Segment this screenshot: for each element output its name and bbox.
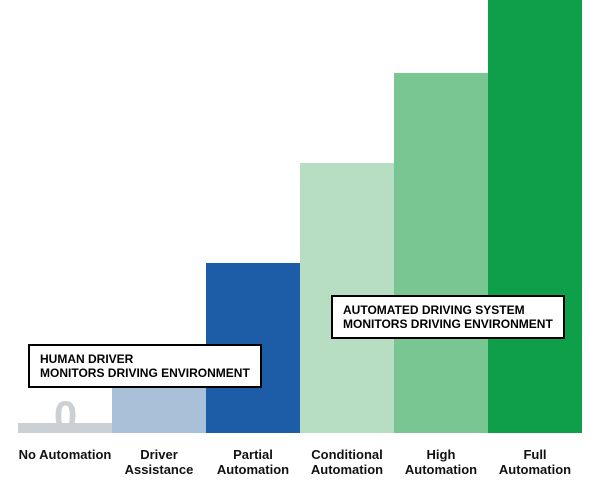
level-name-1: Driver Assistance — [112, 447, 206, 477]
level-name-3-line1: Conditional — [311, 447, 383, 462]
label-slot-4: 4 High Automation — [394, 433, 488, 501]
level-name-5: Full Automation — [488, 447, 582, 477]
callout-system-line2: MONITORS DRIVING ENVIRONMENT — [343, 317, 553, 331]
label-slot-3: 3 Conditional Automation — [300, 433, 394, 501]
callout-human-line2: MONITORS DRIVING ENVIRONMENT — [40, 366, 250, 380]
level-name-2: Partial Automation — [206, 447, 300, 477]
label-slot-5: 5 Full Automation — [488, 433, 582, 501]
level-name-0: No Automation — [18, 447, 112, 462]
level-name-3: Conditional Automation — [300, 447, 394, 477]
level-name-1-line1: Driver — [140, 447, 178, 462]
callout-system-line1: AUTOMATED DRIVING SYSTEM — [343, 303, 525, 317]
level-name-3-line2: Automation — [311, 462, 383, 477]
bar-5 — [488, 0, 582, 433]
label-slot-2: 2 Partial Automation — [206, 433, 300, 501]
automation-levels-chart: 0 No Automation 1 Driver Assistance 2 Pa… — [0, 0, 600, 501]
bar-4 — [394, 73, 488, 433]
callout-automated-system: AUTOMATED DRIVING SYSTEM MONITORS DRIVIN… — [331, 295, 565, 339]
bar-slot-5 — [488, 0, 582, 433]
level-name-5-line2: Automation — [499, 462, 571, 477]
level-name-4-line2: Automation — [405, 462, 477, 477]
bar-slot-4 — [394, 73, 488, 433]
label-slot-0: 0 No Automation — [18, 433, 112, 501]
label-slot-1: 1 Driver Assistance — [112, 433, 206, 501]
level-name-1-line2: Assistance — [125, 462, 194, 477]
level-name-0-line1: No Automation — [19, 447, 112, 462]
level-name-4: High Automation — [394, 447, 488, 477]
callout-human-driver: HUMAN DRIVER MONITORS DRIVING ENVIRONMEN… — [28, 344, 262, 388]
level-name-4-line1: High — [427, 447, 456, 462]
x-axis-labels: 0 No Automation 1 Driver Assistance 2 Pa… — [18, 431, 582, 501]
level-name-2-line2: Automation — [217, 462, 289, 477]
level-name-5-line1: Full — [523, 447, 546, 462]
level-name-2-line1: Partial — [233, 447, 273, 462]
callout-human-line1: HUMAN DRIVER — [40, 352, 133, 366]
